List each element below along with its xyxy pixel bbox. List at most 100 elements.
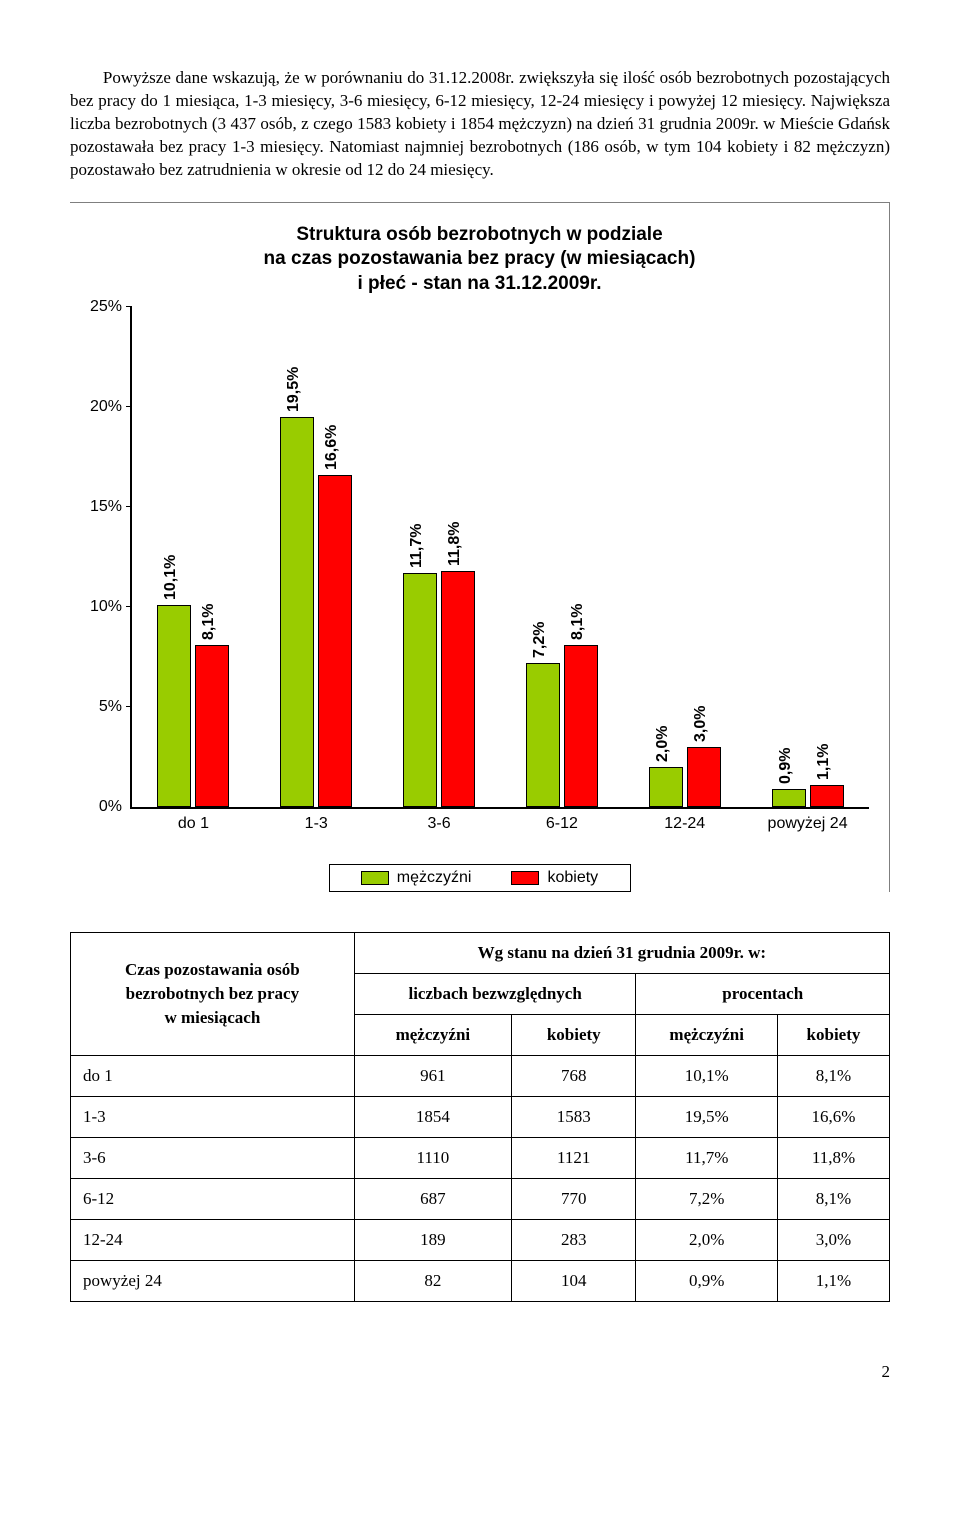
bar-value-label: 7,2%	[531, 621, 549, 657]
cell-m-abs: 189	[354, 1219, 511, 1260]
cell-k-abs: 1121	[511, 1137, 636, 1178]
cell-k-pct: 8,1%	[777, 1055, 889, 1096]
bar-m: 7,2%	[526, 663, 560, 807]
bar-m: 11,7%	[403, 573, 437, 807]
bar-k: 8,1%	[564, 645, 598, 807]
bar-group: 2,0%3,0%12-24	[623, 747, 746, 807]
y-tick	[126, 306, 132, 307]
table-sub2: procentach	[636, 973, 890, 1014]
cell-k-abs: 770	[511, 1178, 636, 1219]
y-axis-label: 5%	[77, 698, 122, 716]
chart-legend: mężczyźni kobiety	[329, 864, 631, 892]
bar-m: 19,5%	[280, 417, 314, 807]
y-tick	[126, 406, 132, 407]
table-row: powyżej 24821040,9%1,1%	[71, 1260, 890, 1301]
legend-label-m: mężczyźni	[397, 869, 472, 887]
bar-m: 10,1%	[157, 605, 191, 807]
y-axis-label: 0%	[77, 798, 122, 816]
chart-title-l2: na czas pozostawania bez pracy (w miesią…	[264, 248, 696, 269]
bar-k: 3,0%	[687, 747, 721, 807]
row-label: 6-12	[71, 1178, 355, 1219]
x-axis-label: 6-12	[546, 807, 578, 833]
bar-value-label: 10,1%	[162, 554, 180, 599]
data-table: Czas pozostawania osób bezrobotnych bez …	[70, 932, 890, 1302]
chart-title: Struktura osób bezrobotnych w podziale n…	[190, 223, 769, 297]
cell-k-abs: 104	[511, 1260, 636, 1301]
row-label: powyżej 24	[71, 1260, 355, 1301]
table-sub1: liczbach bezwzględnych	[354, 973, 636, 1014]
bar-value-label: 2,0%	[654, 725, 672, 761]
cell-m-abs: 961	[354, 1055, 511, 1096]
cell-m-pct: 19,5%	[636, 1096, 777, 1137]
bar-value-label: 0,9%	[777, 747, 795, 783]
bar-value-label: 11,7%	[408, 523, 426, 567]
bar-group: 19,5%16,6%1-3	[255, 417, 378, 807]
col-m-pct: mężczyźni	[636, 1014, 777, 1055]
bar-m: 0,9%	[772, 789, 806, 807]
cell-m-pct: 10,1%	[636, 1055, 777, 1096]
table-row: 12-241892832,0%3,0%	[71, 1219, 890, 1260]
col-k-pct: kobiety	[777, 1014, 889, 1055]
bar-k: 16,6%	[318, 475, 352, 807]
col-m-abs: mężczyźni	[354, 1014, 511, 1055]
row-label: do 1	[71, 1055, 355, 1096]
legend-swatch-m	[361, 871, 389, 885]
cell-m-pct: 11,7%	[636, 1137, 777, 1178]
bar-k: 11,8%	[441, 571, 475, 807]
rowhead-l2: bezrobotnych bez pracy	[126, 984, 299, 1003]
cell-m-abs: 1854	[354, 1096, 511, 1137]
y-axis-label: 10%	[77, 598, 122, 616]
bar-group: 10,1%8,1%do 1	[132, 605, 255, 807]
x-axis-label: 1-3	[305, 807, 328, 833]
table-top-header: Wg stanu na dzień 31 grudnia 2009r. w:	[354, 932, 889, 973]
bar-k: 8,1%	[195, 645, 229, 807]
table-row: do 196176810,1%8,1%	[71, 1055, 890, 1096]
bar-value-label: 8,1%	[200, 603, 218, 639]
bar-group: 0,9%1,1%powyżej 24	[746, 785, 869, 807]
bar-value-label: 1,1%	[815, 743, 833, 779]
bar-k: 1,1%	[810, 785, 844, 807]
chart-title-l3: i płeć - stan na 31.12.2009r.	[358, 273, 602, 294]
cell-m-abs: 1110	[354, 1137, 511, 1178]
x-axis-label: powyżej 24	[768, 807, 848, 833]
row-label: 1-3	[71, 1096, 355, 1137]
cell-m-abs: 687	[354, 1178, 511, 1219]
cell-m-pct: 0,9%	[636, 1260, 777, 1301]
table-row: 3-61110112111,7%11,8%	[71, 1137, 890, 1178]
cell-k-pct: 1,1%	[777, 1260, 889, 1301]
col-k-abs: kobiety	[511, 1014, 636, 1055]
table-rowhead: Czas pozostawania osób bezrobotnych bez …	[71, 932, 355, 1055]
chart-plot-area: 0%5%10%15%20%25%10,1%8,1%do 119,5%16,6%1…	[130, 307, 869, 809]
row-label: 3-6	[71, 1137, 355, 1178]
cell-k-abs: 1583	[511, 1096, 636, 1137]
bar-value-label: 8,1%	[569, 603, 587, 639]
cell-m-pct: 7,2%	[636, 1178, 777, 1219]
y-tick	[126, 506, 132, 507]
cell-k-pct: 8,1%	[777, 1178, 889, 1219]
rowhead-l1: Czas pozostawania osób	[125, 960, 300, 979]
row-label: 12-24	[71, 1219, 355, 1260]
page-number: 2	[70, 1362, 890, 1382]
bar-value-label: 16,6%	[323, 424, 341, 469]
bar-value-label: 19,5%	[285, 366, 303, 411]
cell-m-abs: 82	[354, 1260, 511, 1301]
cell-k-pct: 16,6%	[777, 1096, 889, 1137]
x-axis-label: do 1	[178, 807, 209, 833]
table-row: 1-31854158319,5%16,6%	[71, 1096, 890, 1137]
y-axis-label: 25%	[77, 298, 122, 316]
bar-value-label: 11,8%	[446, 521, 464, 565]
rowhead-l3: w miesiącach	[164, 1008, 260, 1027]
legend-swatch-k	[511, 871, 539, 885]
bar-group: 7,2%8,1%6-12	[501, 645, 624, 807]
bar-m: 2,0%	[649, 767, 683, 807]
table-row: 6-126877707,2%8,1%	[71, 1178, 890, 1219]
bar-group: 11,7%11,8%3-6	[378, 571, 501, 807]
bar-value-label: 3,0%	[692, 705, 710, 741]
chart-title-l1: Struktura osób bezrobotnych w podziale	[296, 224, 662, 245]
cell-k-abs: 283	[511, 1219, 636, 1260]
chart-container: Struktura osób bezrobotnych w podziale n…	[70, 202, 890, 892]
legend-item-k: kobiety	[511, 869, 598, 887]
y-axis-label: 15%	[77, 498, 122, 516]
x-axis-label: 12-24	[664, 807, 705, 833]
cell-k-pct: 3,0%	[777, 1219, 889, 1260]
